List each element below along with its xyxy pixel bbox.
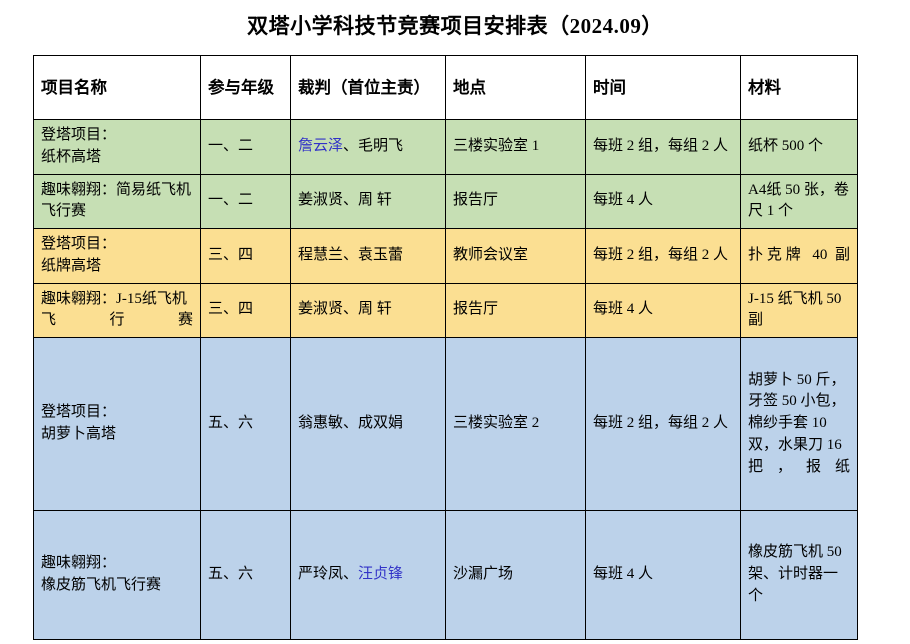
schedule-table: 项目名称 参与年级 裁判（首位主责） 地点 时间 材料 登塔项目： 纸杯高塔 一… — [33, 55, 858, 640]
cell-time: 每班 4 人 — [585, 173, 741, 229]
table-row: 趣味翱翔： 橡皮筋飞机飞行赛 五、六 严玲凤、汪贞锋 沙漏广场 每班 4 人 橡… — [33, 510, 858, 640]
cell-time: 每班 4 人 — [585, 510, 741, 640]
cell-grade: 五、六 — [200, 510, 291, 640]
cell-material: 胡萝卜 50 斤，牙签 50 小包，棉纱手套 10 双，水果刀 16 把，报纸 — [740, 337, 858, 511]
cell-grade: 三、四 — [200, 282, 291, 338]
column-header-time: 时间 — [585, 55, 741, 120]
column-header-grade: 参与年级 — [200, 55, 291, 120]
cell-place: 沙漏广场 — [445, 510, 586, 640]
column-header-material: 材料 — [740, 55, 858, 120]
cell-material: J-15 纸飞机 50 副 — [740, 282, 858, 338]
column-header-judge: 裁判（首位主责） — [290, 55, 446, 120]
judge-lead-name: 詹云泽 — [298, 137, 344, 154]
cell-material: 纸杯 500 个 — [740, 119, 858, 175]
column-header-project-name: 项目名称 — [33, 55, 201, 120]
cell-judge: 翁惠敏、成双娟 — [290, 337, 446, 511]
page-title: 双塔小学科技节竞赛项目安排表（2024.09） — [247, 14, 663, 38]
cell-time: 每班 2 组，每组 2 人 — [585, 228, 741, 284]
cell-project-name: 趣味翱翔：J-15纸飞机飞行赛 — [33, 282, 201, 338]
judge-other-names: 严玲凤、 — [298, 566, 359, 583]
cell-project-name: 登塔项目： 胡萝卜高塔 — [33, 337, 201, 511]
cell-place: 教师会议室 — [445, 228, 586, 284]
column-header-place: 地点 — [445, 55, 586, 120]
judge-other-names: 、毛明飞 — [343, 137, 404, 154]
cell-judge: 姜淑贤、周 轩 — [290, 173, 446, 229]
table-row: 趣味翱翔：J-15纸飞机飞行赛 三、四 姜淑贤、周 轩 报告厅 每班 4 人 J… — [33, 282, 858, 338]
cell-project-name: 登塔项目： 纸杯高塔 — [33, 119, 201, 175]
cell-judge: 姜淑贤、周 轩 — [290, 282, 446, 338]
cell-time: 每班 4 人 — [585, 282, 741, 338]
table-row: 登塔项目： 胡萝卜高塔 五、六 翁惠敏、成双娟 三楼实验室 2 每班 2 组，每… — [33, 337, 858, 511]
schedule-table-wrapper: 项目名称 参与年级 裁判（首位主责） 地点 时间 材料 登塔项目： 纸杯高塔 一… — [33, 55, 858, 640]
cell-place: 报告厅 — [445, 173, 586, 229]
cell-project-name: 趣味翱翔： 橡皮筋飞机飞行赛 — [33, 510, 201, 640]
judge-highlight-name: 汪贞锋 — [358, 566, 404, 583]
cell-grade: 五、六 — [200, 337, 291, 511]
cell-judge: 詹云泽、毛明飞 — [290, 119, 446, 175]
cell-time: 每班 2 组，每组 2 人 — [585, 337, 741, 511]
cell-material: 扑克牌 40 副 — [740, 228, 858, 284]
cell-project-name: 趣味翱翔：简易纸飞机飞行赛 — [33, 173, 201, 229]
cell-material: A4纸 50 张，卷尺 1 个 — [740, 173, 858, 229]
cell-grade: 一、二 — [200, 173, 291, 229]
table-row: 登塔项目： 纸牌高塔 三、四 程慧兰、袁玉蕾 教师会议室 每班 2 组，每组 2… — [33, 228, 858, 284]
cell-judge: 严玲凤、汪贞锋 — [290, 510, 446, 640]
cell-judge: 程慧兰、袁玉蕾 — [290, 228, 446, 284]
cell-place: 三楼实验室 1 — [445, 119, 586, 175]
table-row: 登塔项目： 纸杯高塔 一、二 詹云泽、毛明飞 三楼实验室 1 每班 2 组，每组… — [33, 119, 858, 175]
cell-time: 每班 2 组，每组 2 人 — [585, 119, 741, 175]
cell-project-name: 登塔项目： 纸牌高塔 — [33, 228, 201, 284]
cell-grade: 一、二 — [200, 119, 291, 175]
table-row: 趣味翱翔：简易纸飞机飞行赛 一、二 姜淑贤、周 轩 报告厅 每班 4 人 A4纸… — [33, 173, 858, 229]
cell-place: 报告厅 — [445, 282, 586, 338]
cell-grade: 三、四 — [200, 228, 291, 284]
cell-place: 三楼实验室 2 — [445, 337, 586, 511]
cell-material: 橡皮筋飞机 50 架、计时器一个 — [740, 510, 858, 640]
table-header-row: 项目名称 参与年级 裁判（首位主责） 地点 时间 材料 — [33, 55, 858, 120]
